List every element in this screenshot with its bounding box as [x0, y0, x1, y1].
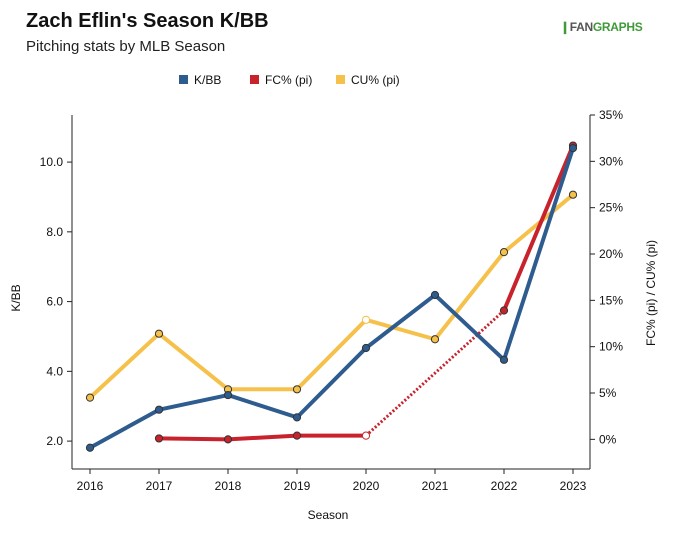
point-cu[interactable] [499, 248, 509, 257]
x-tick-label: 2020 [353, 479, 380, 493]
y-axis-left-title: K/BB [9, 284, 23, 311]
y-right-tick-label: 5% [599, 386, 617, 400]
x-tick-label: 2021 [422, 479, 449, 493]
point-kbb[interactable] [499, 355, 509, 364]
legend-swatch-kbb [179, 75, 188, 84]
point-fc[interactable] [499, 306, 509, 315]
point-fc[interactable] [154, 434, 164, 443]
chart-title: Zach Eflin's Season K/BB [26, 10, 269, 32]
y-left-tick-label: 6.0 [46, 295, 63, 309]
point-cu[interactable] [568, 190, 578, 199]
y-right-tick-label: 30% [599, 154, 623, 168]
legend-swatch-cu [336, 75, 345, 84]
point-cu[interactable] [154, 329, 164, 338]
fangraphs-logo[interactable]: ❙FANGRAPHS [560, 20, 643, 34]
y-right-tick-label: 25% [599, 201, 623, 215]
point-fc[interactable] [292, 431, 302, 440]
point-kbb[interactable] [568, 144, 578, 153]
y-right-tick-label: 35% [599, 108, 623, 122]
x-tick-label: 2016 [77, 479, 104, 493]
point-kbb[interactable] [292, 413, 302, 422]
y-right-tick-label: 10% [599, 340, 623, 354]
y-right-tick-label: 0% [599, 432, 617, 446]
point-cu[interactable] [361, 315, 371, 324]
series-gap-line-fc [364, 309, 506, 437]
y-left-tick-label: 10.0 [40, 155, 64, 169]
x-tick-label: 2017 [146, 479, 173, 493]
x-tick-label: 2022 [491, 479, 518, 493]
y-right-tick-label: 15% [599, 293, 623, 307]
series-line-kbb [88, 146, 575, 450]
point-kbb[interactable] [361, 343, 371, 353]
y-left-tick-label: 8.0 [46, 225, 63, 239]
logo-graphs-text: GRAPHS [592, 20, 643, 34]
point-kbb[interactable] [430, 290, 440, 300]
point-kbb[interactable] [154, 405, 164, 414]
x-tick-label: 2018 [215, 479, 242, 493]
y-left-tick-label: 2.0 [46, 434, 63, 448]
legend-swatch-fc [250, 75, 259, 84]
point-kbb[interactable] [223, 390, 233, 400]
point-fc[interactable] [223, 435, 233, 444]
legend-label-fc: FC% (pi) [265, 73, 312, 87]
y-right-tick-label: 20% [599, 247, 623, 261]
point-cu[interactable] [292, 385, 302, 394]
series-line-fc [157, 433, 368, 442]
point-cu[interactable] [430, 335, 440, 344]
point-cu[interactable] [85, 393, 95, 402]
series-cu [85, 190, 578, 402]
chart-axes: 2016 2017 2018 2019 2020 2021 2022 2023 2.0 4.0 6.… [40, 108, 624, 493]
legend-label-kbb: K/BB [194, 73, 221, 87]
point-fc[interactable] [361, 431, 371, 440]
legend-label-cu: CU% (pi) [351, 73, 400, 87]
logo-mark-icon: ❙ [560, 20, 570, 34]
x-tick-label: 2023 [560, 479, 587, 493]
y-axis-right-title: FC% (pi) / CU% (pi) [644, 240, 658, 346]
chart-subtitle: Pitching stats by MLB Season [26, 38, 226, 55]
series-kbb [85, 144, 578, 452]
x-axis-title: Season [308, 508, 349, 522]
x-tick-label: 2019 [284, 479, 311, 493]
chart-series [85, 141, 578, 452]
point-kbb[interactable] [85, 443, 95, 452]
y-left-tick-label: 4.0 [46, 364, 63, 378]
series-line-fc [502, 143, 575, 313]
chart-legend: K/BB FC% (pi) CU% (pi) [179, 73, 400, 87]
logo-fan-text: FAN [569, 20, 593, 34]
series-line-cu [88, 192, 575, 400]
